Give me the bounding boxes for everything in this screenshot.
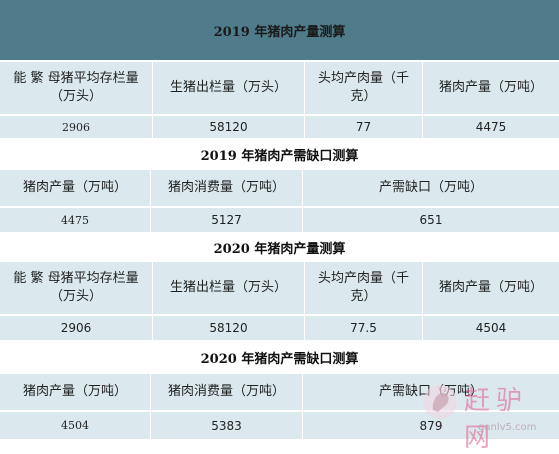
header-cell: 猪肉产量（万吨）: [0, 170, 150, 206]
table-title: 2020 年猪肉产量测算: [0, 234, 559, 260]
value-cell: 4475: [0, 208, 150, 232]
header-cell: 头均产肉量（千克）: [304, 62, 422, 114]
value-cell: 2906: [0, 116, 152, 138]
value-cell: 58120: [152, 116, 304, 138]
value-cell: 4475: [422, 116, 559, 138]
table-title-text: 2019 年猪肉产量测算: [213, 24, 346, 40]
table-value-row: 2906 58120 77 4475: [0, 116, 559, 138]
value-cell: 77.5: [304, 316, 422, 340]
header-cell: 能 繁 母猪平均存栏量（万头）: [0, 262, 152, 314]
table-title: 2020 年猪肉产需缺口测算: [0, 342, 559, 372]
table-value-row: 2906 58120 77.5 4504: [0, 316, 559, 340]
value-cell: 651: [302, 208, 559, 232]
value-cell: 77: [304, 116, 422, 138]
header-cell: 产需缺口（万吨）: [302, 170, 559, 206]
table-value-row: 4475 5127 651: [0, 208, 559, 232]
header-cell: 猪肉消费量（万吨）: [150, 170, 302, 206]
header-cell: 生猪出栏量（万头）: [152, 62, 304, 114]
table-header-row: 能 繁 母猪平均存栏量（万头） 生猪出栏量（万头） 头均产肉量（千克） 猪肉产量…: [0, 262, 559, 314]
table-value-row: 4504 5383 879: [0, 412, 559, 439]
header-cell: 头均产肉量（千克）: [304, 262, 422, 314]
header-cell: 猪肉产量（万吨）: [0, 374, 150, 410]
table-title-text: 2019 年猪肉产需缺口测算: [200, 148, 359, 164]
value-cell: 879: [302, 412, 559, 439]
header-cell: 猪肉产量（万吨）: [422, 262, 559, 314]
table-header-row: 猪肉产量（万吨） 猪肉消费量（万吨） 产需缺口（万吨）: [0, 170, 559, 206]
header-cell: 能 繁 母猪平均存栏量（万头）: [0, 62, 152, 114]
table-title-text: 2020 年猪肉产需缺口测算: [200, 351, 359, 367]
data-tables: 2019 年猪肉产量测算 能 繁 母猪平均存栏量（万头） 生猪出栏量（万头） 头…: [0, 0, 559, 439]
value-cell: 2906: [0, 316, 152, 340]
header-cell: 猪肉消费量（万吨）: [150, 374, 302, 410]
table-title-text: 2020 年猪肉产量测算: [213, 241, 346, 257]
value-cell: 58120: [152, 316, 304, 340]
value-cell: 4504: [422, 316, 559, 340]
table-title: 2019 年猪肉产需缺口测算: [0, 140, 559, 168]
value-cell: 5127: [150, 208, 302, 232]
header-cell: 产需缺口（万吨）: [302, 374, 559, 410]
table-header-row: 能 繁 母猪平均存栏量（万头） 生猪出栏量（万头） 头均产肉量（千克） 猪肉产量…: [0, 62, 559, 114]
value-cell: 4504: [0, 412, 150, 439]
header-cell: 猪肉产量（万吨）: [422, 62, 559, 114]
value-cell: 5383: [150, 412, 302, 439]
table-title: 2019 年猪肉产量测算: [0, 0, 559, 60]
table-header-row: 猪肉产量（万吨） 猪肉消费量（万吨） 产需缺口（万吨）: [0, 374, 559, 410]
header-cell: 生猪出栏量（万头）: [152, 262, 304, 314]
